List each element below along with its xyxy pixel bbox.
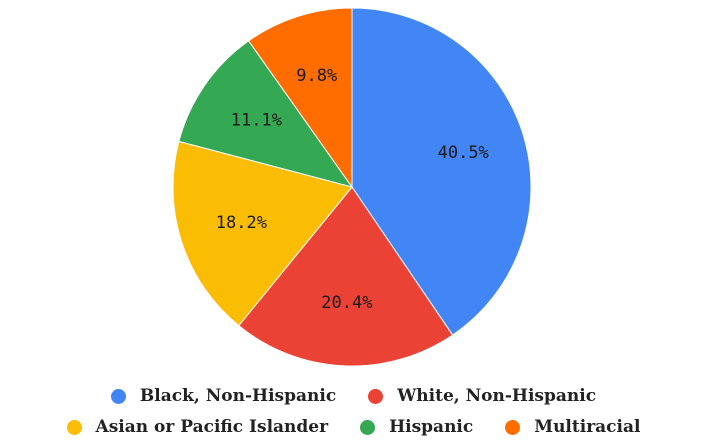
legend-row-1: Black, Non-Hispanic White, Non-Hispanic bbox=[0, 386, 707, 406]
slice-label-black-non-hispanic: 40.5% bbox=[438, 143, 489, 163]
pie-slice-labels: 40.5% 20.4% 18.2% 11.1% 9.8% bbox=[216, 66, 489, 313]
legend-label-asian-or-pacific-islander: Asian or Pacific Islander bbox=[95, 417, 329, 437]
slice-label-white-non-hispanic: 20.4% bbox=[321, 293, 372, 313]
legend-label-multiracial: Multiracial bbox=[534, 417, 641, 437]
pie-slice-black-non-hispanic[interactable] bbox=[351, 7, 532, 336]
slice-label-asian-or-pacific-islander: 18.2% bbox=[216, 213, 267, 233]
pie-slice-white-non-hispanic[interactable] bbox=[238, 186, 454, 367]
legend-item-multiracial[interactable]: Multiracial bbox=[505, 417, 640, 437]
pie-slice-asian-or-pacific-islander[interactable] bbox=[172, 140, 353, 327]
legend-row-2: Asian or Pacific Islander Hispanic Multi… bbox=[0, 417, 707, 437]
legend-swatch-black-non-hispanic bbox=[110, 388, 126, 404]
slice-label-multiracial: 9.8% bbox=[296, 66, 337, 86]
pie-slices bbox=[172, 7, 532, 367]
pie-slice-hispanic[interactable] bbox=[178, 40, 354, 188]
pie-slice-multiracial[interactable] bbox=[247, 7, 353, 189]
legend-swatch-asian-or-pacific-islander bbox=[66, 419, 82, 435]
legend-label-hispanic: Hispanic bbox=[389, 417, 474, 437]
legend-swatch-white-non-hispanic bbox=[368, 388, 384, 404]
legend-item-asian-or-pacific-islander[interactable]: Asian or Pacific Islander bbox=[66, 417, 329, 437]
legend-label-white-non-hispanic: White, Non-Hispanic bbox=[397, 386, 597, 406]
legend-item-hispanic[interactable]: Hispanic bbox=[360, 417, 473, 437]
legend-item-black-non-hispanic[interactable]: Black, Non-Hispanic bbox=[110, 386, 337, 406]
legend-item-white-non-hispanic[interactable]: White, Non-Hispanic bbox=[368, 386, 596, 406]
legend-label-black-non-hispanic: Black, Non-Hispanic bbox=[139, 386, 337, 406]
legend-swatch-hispanic bbox=[360, 419, 376, 435]
legend-swatch-multiracial bbox=[505, 419, 521, 435]
slice-label-hispanic: 11.1% bbox=[231, 111, 282, 131]
pie-chart: 40.5% 20.4% 18.2% 11.1% 9.8% bbox=[172, 7, 532, 367]
